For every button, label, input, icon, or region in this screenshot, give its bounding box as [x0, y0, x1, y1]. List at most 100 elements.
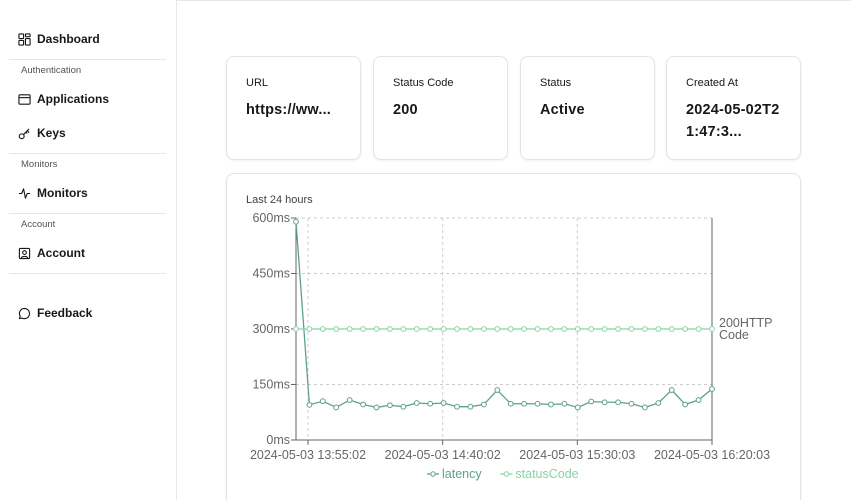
card-label: Status Code [393, 77, 454, 89]
data-point-statusCode [480, 326, 487, 332]
data-point-statusCode [601, 326, 608, 332]
sidebar-item-monitors[interactable]: Monitors [18, 183, 88, 203]
status-code-card: Status Code 200 [373, 56, 508, 160]
data-point-statusCode [655, 326, 662, 332]
data-point-statusCode [615, 326, 621, 332]
message-circle-icon [18, 307, 31, 320]
x-tick-label: 2024-05-03 13:55:02 [250, 448, 366, 462]
section-label-monitors: Monitors [21, 159, 58, 170]
data-point-latency [628, 400, 635, 407]
sidebar-item-feedback[interactable]: Feedback [18, 303, 92, 323]
card-label: URL [246, 77, 269, 89]
data-point-statusCode [440, 326, 447, 332]
sidebar-item-dashboard[interactable]: Dashboard [18, 29, 100, 49]
data-point-statusCode [494, 326, 501, 332]
y-tick-label: 450ms [252, 267, 290, 281]
created-at-value: 2024-05-02T21:47:3... [686, 102, 780, 140]
legend-label-statusCode: statusCode [515, 467, 578, 481]
data-point-latency [574, 404, 581, 411]
data-point-latency [346, 397, 353, 403]
sidebar-item-account[interactable]: Account [18, 243, 85, 263]
legend-swatch-marker [503, 471, 510, 477]
data-point-statusCode [682, 326, 689, 332]
x-tick-label: 2024-05-03 16:20:03 [654, 448, 770, 462]
section-label-account: Account [21, 219, 56, 230]
data-point-statusCode [642, 326, 648, 332]
y-tick-label: 150ms [252, 378, 290, 392]
sidebar-divider [9, 213, 166, 214]
data-point-latency [548, 401, 554, 408]
data-point-latency [480, 401, 487, 408]
x-tick-label: 2024-05-03 14:40:02 [385, 448, 501, 462]
right-axis-label: 200HTTP Code [719, 316, 773, 342]
data-point-statusCode [454, 326, 460, 332]
sidebar-item-label: Monitors [37, 186, 88, 200]
data-point-statusCode [574, 326, 581, 332]
data-point-statusCode [588, 326, 595, 332]
section-label-authentication: Authentication [21, 65, 82, 76]
data-point-statusCode [373, 326, 380, 332]
data-point-latency [642, 404, 648, 411]
latency-chart-card: Last 24 hours 600ms 450ms 300ms 150ms 0ms 202… [226, 173, 801, 500]
chart-title: Last 24 hours [246, 194, 313, 206]
data-point-latency [319, 398, 326, 405]
data-point-latency [387, 402, 393, 409]
y-tick-label: 0ms [266, 433, 290, 447]
data-point-latency [293, 218, 299, 225]
data-point-latency [427, 400, 434, 407]
activity-icon [18, 187, 31, 200]
data-point-statusCode [346, 326, 353, 332]
data-point-statusCode [319, 326, 326, 332]
series-line-latency [295, 221, 713, 409]
data-point-latency [373, 404, 380, 411]
data-point-latency [668, 387, 675, 393]
data-point-latency [695, 397, 702, 403]
data-point-statusCode [413, 326, 420, 332]
data-point-latency [521, 400, 528, 407]
data-point-latency [655, 400, 662, 406]
data-point-statusCode [333, 326, 340, 332]
y-tick-label: 300ms [252, 322, 290, 336]
sidebar-item-applications[interactable]: Applications [18, 89, 109, 109]
data-point-statusCode [521, 326, 528, 332]
data-point-latency [306, 401, 313, 408]
data-point-latency [601, 399, 608, 406]
data-point-latency [467, 403, 474, 410]
app-window-icon [18, 93, 31, 106]
header-divider [177, 0, 851, 1]
data-point-latency [615, 399, 621, 406]
x-tick-label: 2024-05-03 15:30:03 [519, 448, 635, 462]
data-point-statusCode [427, 326, 434, 332]
sidebar: Dashboard Authentication Applications Ke… [0, 0, 177, 500]
card-label: Status [540, 77, 572, 89]
data-point-statusCode [387, 326, 393, 332]
data-point-latency [507, 400, 514, 407]
legend-swatch-marker [430, 471, 436, 477]
data-point-statusCode [306, 326, 313, 332]
data-point-statusCode [548, 326, 554, 332]
data-point-latency [709, 386, 715, 392]
user-square-icon [18, 247, 31, 260]
status-value: Active [540, 102, 585, 118]
data-point-latency [494, 387, 501, 393]
data-point-latency [534, 400, 541, 407]
sidebar-item-label: Keys [37, 126, 66, 140]
data-point-statusCode [709, 326, 715, 332]
sidebar-divider [9, 153, 166, 154]
data-point-latency [360, 401, 366, 408]
sidebar-divider [9, 59, 166, 60]
sidebar-item-keys[interactable]: Keys [18, 123, 66, 143]
url-card: URL https://ww... [226, 56, 361, 160]
data-point-statusCode [293, 326, 299, 332]
url-value: https://ww... [246, 102, 332, 118]
dashboard-grid-icon [18, 32, 31, 46]
data-point-statusCode [668, 326, 675, 332]
y-tick-label: 600ms [252, 211, 290, 225]
status-code-value: 200 [393, 102, 418, 118]
sidebar-item-label: Account [37, 246, 85, 260]
data-point-statusCode [561, 326, 568, 332]
data-point-latency [400, 403, 407, 410]
data-point-latency [440, 400, 447, 406]
data-point-latency [454, 403, 460, 410]
